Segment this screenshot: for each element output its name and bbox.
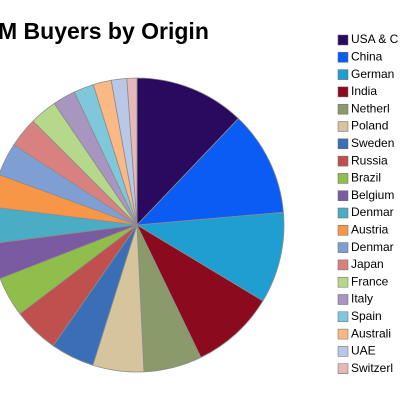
legend-swatch: [337, 242, 349, 253]
legend-swatch: [337, 155, 349, 167]
legend-swatch: [337, 225, 349, 236]
legend-label: Austria: [351, 222, 389, 236]
legend-label: Australi: [351, 326, 391, 340]
legend-swatch: [337, 121, 349, 132]
legend-label: Russia: [351, 153, 388, 167]
legend-label: German: [351, 67, 394, 81]
legend-swatch: [337, 276, 349, 288]
legend-label: Switzerl: [351, 361, 393, 375]
chart-title: M Buyers by Origin: [0, 18, 209, 44]
legend-label: France: [351, 274, 389, 288]
legend-swatch: [337, 207, 349, 219]
legend-swatch: [337, 103, 349, 115]
pie-slice: [0, 207, 138, 243]
legend-swatch: [337, 328, 349, 340]
legend-swatch: [337, 52, 349, 63]
pie-slice: [135, 211, 285, 302]
legend-swatch: [337, 190, 349, 201]
pie-slice: [136, 77, 239, 226]
legend-swatch: [337, 173, 349, 184]
legend-label: India: [351, 84, 377, 98]
legend-label: Brazil: [351, 171, 381, 185]
legend-label: Italy: [351, 292, 373, 306]
legend-label: Spain: [351, 309, 382, 323]
legend-label: Poland: [351, 119, 388, 133]
legend-label: Sweden: [351, 136, 394, 150]
legend-label: Denmar: [351, 205, 394, 219]
legend-label: Netherl: [351, 101, 390, 115]
legend-label: Belgium: [351, 188, 394, 202]
legend-swatch: [337, 311, 349, 323]
pie-slice: [136, 223, 264, 358]
legend-label: USA & C: [351, 32, 399, 46]
legend-swatch: [337, 138, 349, 150]
legend-label: Japan: [351, 257, 384, 271]
legend-swatch: [337, 69, 349, 80]
legend-label: Denmar: [351, 240, 394, 254]
legend-label: UAE: [351, 344, 376, 358]
legend-swatch: [337, 259, 349, 271]
pie-slice: [126, 77, 138, 226]
pie-slice: [135, 117, 284, 226]
legend-swatch: [337, 363, 349, 374]
legend-label: China: [351, 49, 383, 63]
legend-swatch: [337, 346, 349, 357]
legend-swatch: [337, 294, 349, 305]
legend-swatch: [337, 34, 349, 46]
legend-swatch: [337, 86, 349, 98]
